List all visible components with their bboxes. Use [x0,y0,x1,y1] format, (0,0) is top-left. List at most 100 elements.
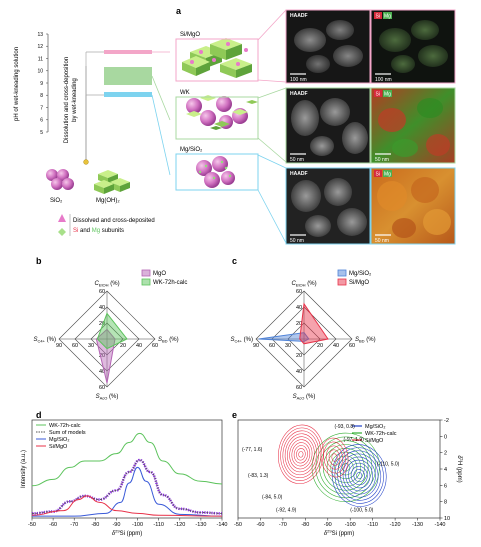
radar-axis-title: SC4+ (%) [34,337,56,344]
legend-swatch [141,278,151,286]
contour-ring [348,462,371,489]
legend-label: Mg/SiO₂ [49,437,69,443]
series-line-1 [31,432,223,487]
ph-tick-label: 12 [37,44,43,50]
y-tick-label: -2 [444,418,449,424]
si-tag-label: Si [376,172,380,178]
y-tick-label: 10 [444,516,450,522]
x-tick-label: -80 [91,522,99,528]
material-label-wk: WK [180,90,190,96]
frame-mg-sio2 [175,153,259,191]
frame-wk [175,96,259,140]
micrograph-row-1: HAADF 100 nm Si Mg 100 nm [285,9,456,84]
radar-axis-title: SAcO (%) [293,394,316,401]
mg-tag-label: Mg [384,172,391,178]
mg-tag-label: Mg [384,14,391,20]
haadf-label: HAADF [290,171,308,177]
x-tick-label: -100 [345,522,356,528]
cluster-mg-sio2 [196,156,235,188]
radar-tick-label: 20 [99,353,105,359]
peak-annotation: (-92, 4.9) [276,507,297,513]
haadf-particle [337,208,367,236]
contour-ring [291,442,311,467]
ph-tick-label: 7 [40,105,43,111]
haadf-particle [294,28,326,52]
mg-subunit-icon [58,228,66,236]
radar-tick-label: 60 [152,343,158,349]
contour-ring [282,430,320,479]
band-mg-sio2 [104,92,152,97]
connector-wk [151,75,171,121]
legend-label: WK-72h-calc [153,280,187,286]
zoom-line-si-mgo-top [257,9,287,41]
map-particle [392,218,416,238]
haadf-particle [306,55,330,73]
radar-tick-label: 20 [317,343,323,349]
contour-ring [328,449,341,466]
y-tick-label: 4 [444,467,447,473]
ph-tick-label: 6 [40,118,43,124]
panel-label-b: b [36,256,42,266]
map-particle [392,139,418,157]
legend-label: Si/MgO [365,438,384,444]
contour-ring [289,439,313,470]
haadf-particle [342,122,368,154]
zoom-line-mg-sio2-bottom [257,189,287,244]
x-axis-label: δ29Si (ppm) [112,529,142,538]
haadf-particle [310,136,334,156]
series-line-4 [31,495,223,517]
radar-tick-label: 20 [296,353,302,359]
legend-label: Mg/SiO₂ [349,271,372,277]
legend-swatch [337,278,347,286]
peak-annotation: (-77, 1.6) [242,447,263,453]
map-particle [378,108,406,132]
radar-tick-label: 40 [99,369,105,375]
ph-tick-label: 5 [40,130,43,136]
x-tick-label: -120 [174,522,185,528]
x-tick-label: -100 [132,522,143,528]
series-line-2 [31,459,223,514]
radar-tick-label: 60 [296,385,302,391]
band-wk [104,67,152,85]
radar-series-2 [299,302,329,345]
mgoh2-particles [94,170,130,194]
mgoh2-label: Mg(OH)₂ [96,198,120,204]
ph-tick-label: 8 [40,93,43,99]
contour-ring [331,453,338,462]
nmr-spectrum-d: -50 -60 -70 -80 -90 -100 -110 -120 -130 -140 δ29Si… [21,419,228,538]
panel-label-c: c [232,256,237,266]
x-tick-label: -50 [28,522,36,528]
material-label-mg-sio2: Mg/SiO₂ [180,147,203,153]
peak-annotation: (-97, 1.9) [343,437,364,443]
zoom-line-wk-bottom [257,137,287,163]
mg-tag [383,170,392,177]
radar-axis-title: SC4+ (%) [231,337,253,344]
y-tick-label: 8 [444,500,447,506]
scale-bar-label: 50 nm [290,157,304,163]
si-tag-label: Si [376,92,380,98]
radar-tick-label: 60 [349,343,355,349]
map-particle [411,177,439,203]
legend-swatch [141,269,151,277]
radar-axis-title: CEtOH (%) [94,281,119,288]
haadf-particle [324,178,352,206]
radar-tick-label: 40 [99,305,105,311]
plot-frame [31,419,223,519]
ph-axis: 13 12 11 10 9 8 7 6 5 pH of wet-kneading solutio… [14,32,49,136]
radar-axis-title: SBD (%) [355,337,376,344]
material-label-si-mgo: Si/MgO [180,32,200,38]
radar-chart-b: 60 40 20 20 40 60 60 40 20 90 60 30 CEtOH (%) SBD (%)… [34,269,187,401]
contour-ring [298,451,304,458]
x-tick-label: -50 [234,522,242,528]
contour-ring [345,459,373,492]
contour-ring [334,455,358,480]
contour-ring [315,436,376,499]
contour-ring [296,448,306,461]
process-label-1: Dissolution and cross-deposition [64,57,70,143]
radar-tick-label: 60 [99,289,105,295]
haadf-label: HAADF [290,91,308,97]
scale-bar-label: 50 nm [375,157,389,163]
ph-tick-label: 11 [38,56,43,62]
panel-label-e: e [232,410,237,420]
